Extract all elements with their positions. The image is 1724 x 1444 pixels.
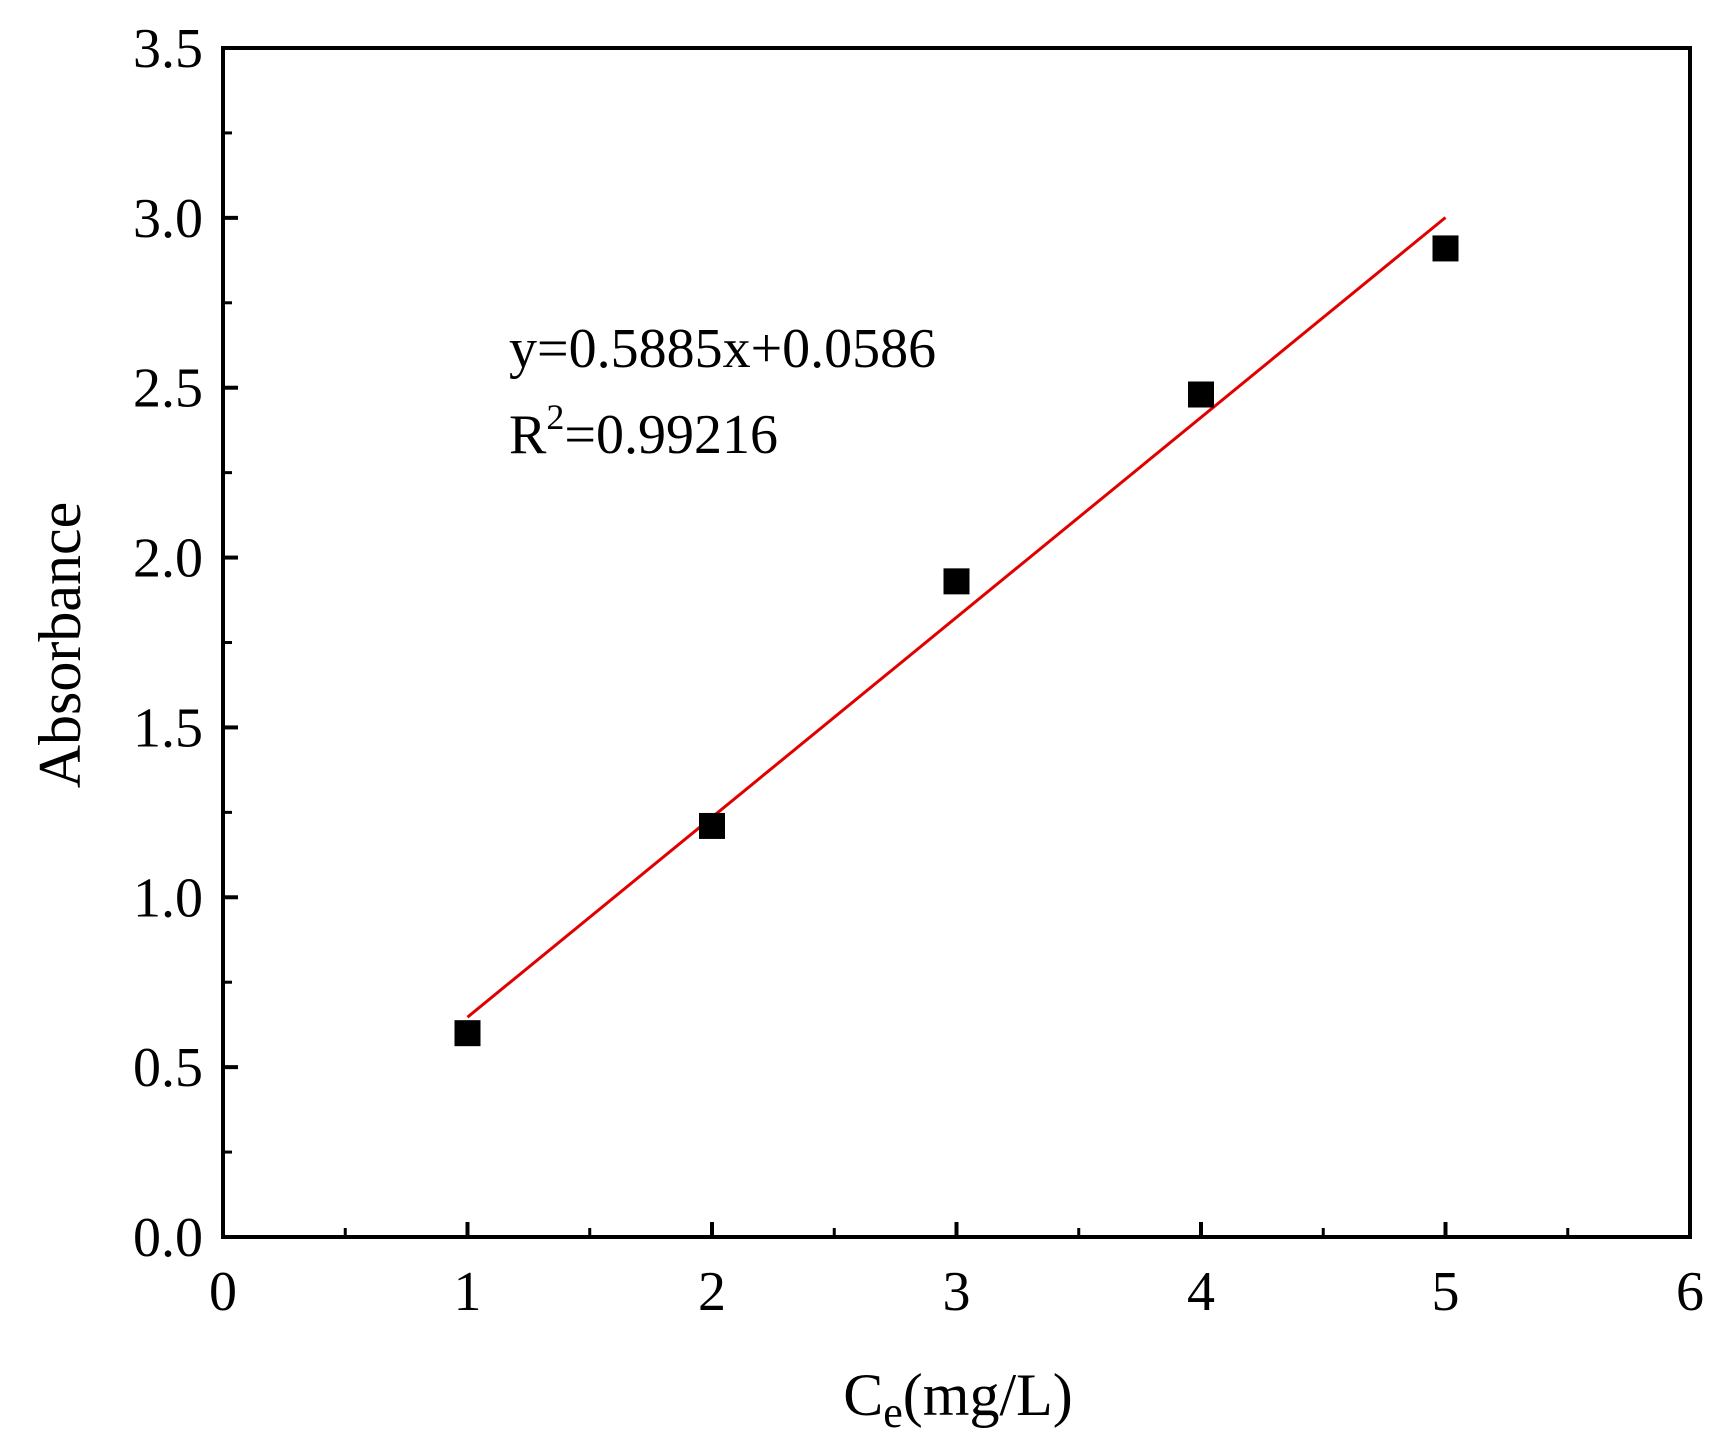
plot-border	[221, 46, 1692, 1239]
r-squared-superscript: 2	[546, 397, 564, 437]
y-tick-label: 2.5	[133, 358, 203, 420]
x-tick-label: 5	[1432, 1261, 1460, 1323]
x-tick-label: 1	[454, 1261, 482, 1323]
x-axis-title: Ce(mg/L)	[843, 1362, 1073, 1437]
x-tick-label: 0	[209, 1261, 237, 1323]
y-tick-label: 2.0	[133, 528, 203, 590]
y-tick-label: 1.0	[133, 867, 203, 929]
y-tick-label: 3.5	[133, 18, 203, 80]
data-point	[1188, 381, 1214, 408]
x-tick-label: 6	[1676, 1261, 1704, 1323]
data-point	[1432, 235, 1459, 262]
y-tick-label: 0.0	[133, 1207, 203, 1269]
y-tick-label: 1.5	[133, 697, 203, 759]
x-tick-label: 4	[1187, 1261, 1215, 1323]
r-squared-prefix: R	[509, 404, 547, 466]
x-axis-ticks: 0 1 2 3 4 5 6	[209, 1222, 1704, 1323]
x-tick-label: 2	[698, 1261, 726, 1323]
r-squared: R2=0.99216	[509, 397, 778, 466]
y-tick-label: 0.5	[133, 1037, 203, 1099]
y-tick-label: 3.0	[133, 188, 203, 250]
y-axis-ticks: 0.0 0.5 1.0 1.5 2.0 2.5 3.0 3.5	[133, 18, 238, 1269]
x-axis-title-main: C	[843, 1362, 883, 1428]
y-axis-title: Absorbance	[27, 502, 93, 789]
data-point	[943, 568, 970, 595]
plot-frame	[221, 46, 1692, 1239]
fit-equation: y=0.5885x+0.0586	[509, 318, 936, 380]
fit-line	[466, 216, 1447, 1019]
x-axis-title-subscript: e	[883, 1388, 903, 1437]
x-axis-title-unit: (mg/L)	[903, 1362, 1073, 1428]
x-tick-label: 3	[943, 1261, 971, 1323]
fit-line-group	[466, 216, 1447, 1019]
data-point	[454, 1020, 481, 1047]
data-points	[454, 235, 1459, 1047]
r-squared-value: =0.99216	[564, 404, 778, 466]
data-point	[699, 812, 725, 839]
